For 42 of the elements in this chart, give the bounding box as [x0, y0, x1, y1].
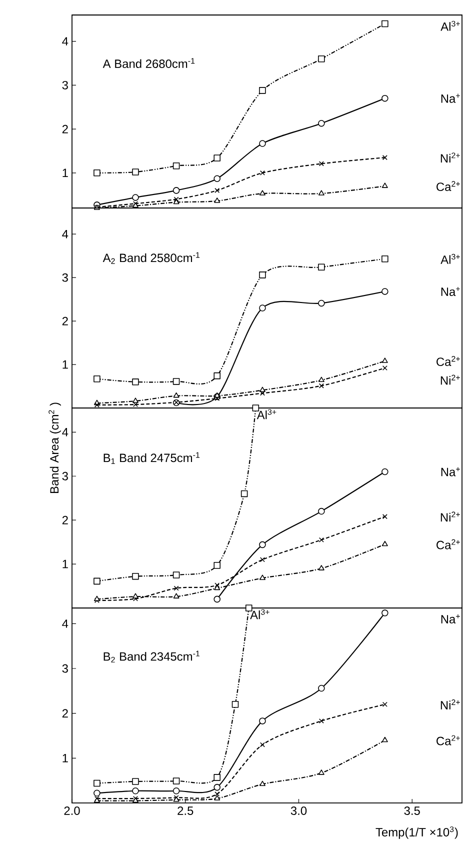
y-tick-label: 4 — [62, 37, 68, 46]
x-tick-label: 3.5 — [404, 806, 420, 815]
text: Al$^{3+}$ — [440, 254, 460, 264]
x-axis-title: Temp(1/T ×10$^{3}$) — [376, 826, 458, 839]
y-axis-title: Band Area (cm$^{2}$ ) — [48, 402, 61, 493]
y-tick-label: 1 — [62, 168, 68, 178]
text: Al$^{3+}$ — [440, 20, 460, 31]
text: Na$^{+}$ — [441, 94, 460, 103]
text: Ca$^{2+}$ — [436, 181, 460, 192]
y-tick-label: 2 — [62, 516, 68, 524]
text: Ca$^{2+}$ — [436, 356, 460, 366]
y-tick-label: 1 — [62, 360, 68, 369]
text: Ni$^{2+}$ — [440, 374, 460, 385]
y-tick-label: 2 — [62, 709, 68, 718]
series-label: Al$^{3+}$ — [256, 409, 276, 420]
y-tick-label: 2 — [62, 316, 68, 326]
x-tick-label: 2.0 — [64, 806, 80, 815]
x-tick-label: 3.0 — [290, 806, 307, 815]
text: Ni$^{2+}$ — [440, 699, 460, 710]
series-label: Al$^{3+}$ — [250, 609, 270, 620]
text: Ni$^{2+}$ — [440, 152, 460, 162]
text: Ca$^{2+}$ — [436, 735, 460, 746]
text: Na$^{+}$ — [441, 286, 460, 296]
y-tick-label: 4 — [62, 428, 68, 436]
x-tick-label: 2.5 — [178, 806, 194, 815]
y-tick-label: 4 — [62, 620, 68, 628]
text: Ni$^{2+}$ — [440, 512, 460, 522]
text: Ca$^{2+}$ — [436, 539, 460, 550]
text: Na$^{+}$ — [441, 467, 460, 476]
text: Na$^{+}$ — [441, 614, 460, 624]
y-tick-label: 4 — [62, 230, 68, 238]
text: A Band 2680cm$^{-1}$ — [102, 58, 195, 68]
y-tick-label: 3 — [62, 664, 68, 673]
text: B$_{2}$ Band 2345cm$^{-1}$ — [104, 650, 200, 662]
text: B$_{1}$ Band 2475cm$^{-1}$ — [104, 452, 200, 464]
y-tick-label: 3 — [62, 273, 68, 282]
y-tick-label: 2 — [62, 124, 68, 134]
y-tick-label: 1 — [62, 754, 68, 762]
text: A$_{2}$ Band 2580cm$^{-1}$ — [102, 252, 200, 264]
y-tick-label: 3 — [62, 80, 68, 90]
y-tick-label: 1 — [62, 560, 68, 568]
y-tick-label: 3 — [62, 472, 68, 480]
